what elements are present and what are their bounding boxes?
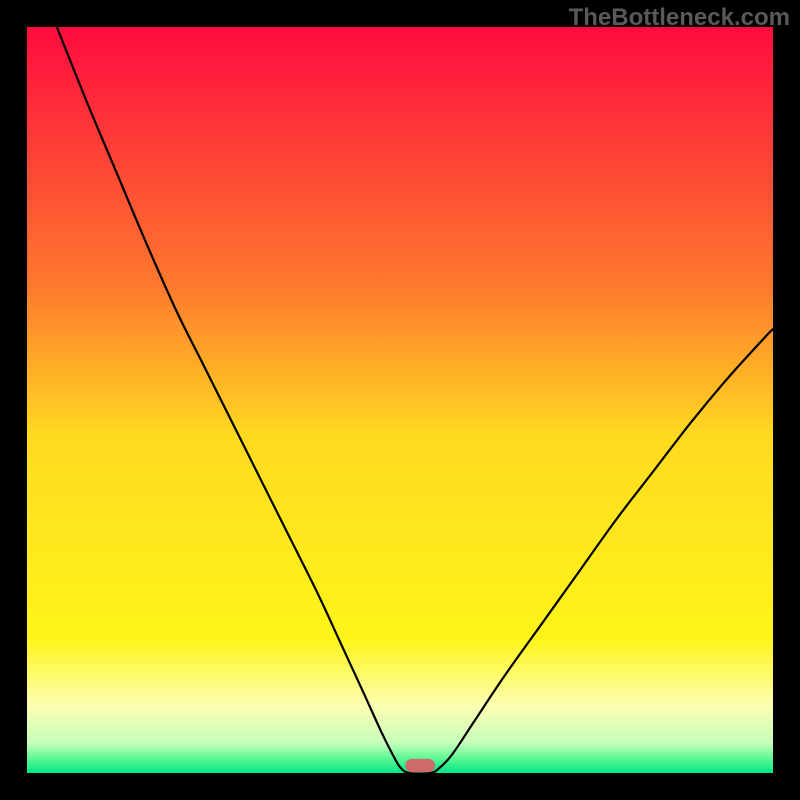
optimum-marker [405, 759, 435, 772]
bottleneck-plot [27, 27, 773, 773]
chart-frame: TheBottleneck.com [0, 0, 800, 800]
watermark-text: TheBottleneck.com [569, 4, 790, 32]
plot-background [27, 27, 773, 773]
